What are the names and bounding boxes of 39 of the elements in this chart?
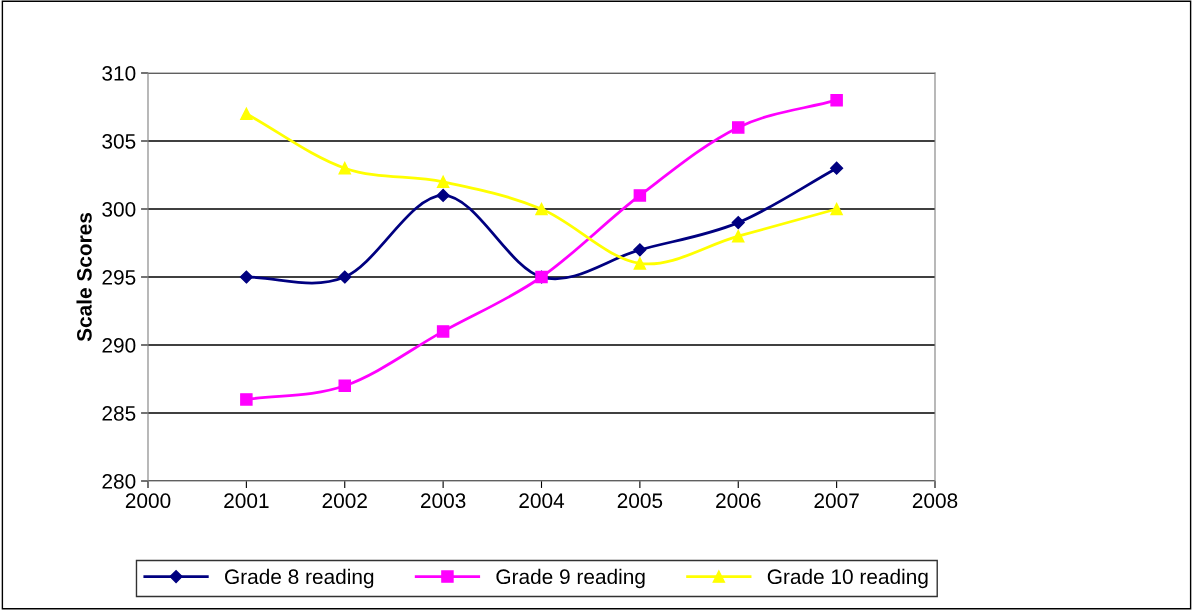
x-tick-label: 2004 [519,493,565,509]
point [338,161,352,175]
point [731,121,745,134]
y-tick-label: 285 [102,406,136,421]
point [731,229,745,243]
point [338,379,352,393]
point [240,107,253,121]
x-tick-label: 2003 [421,493,466,509]
x-tick-label: 2008 [912,493,958,509]
y-tick-label: 305 [102,134,136,149]
point [436,175,450,189]
y-tick-label: 290 [102,338,136,353]
x-tick-label: 2001 [224,493,269,509]
x-tick-label: 2005 [617,493,663,509]
x-tick-label: 2006 [716,493,761,509]
legend-label: Grade 10 reading [767,568,928,589]
point [633,257,647,270]
point [436,325,450,338]
y-tick-label: 310 [102,66,136,81]
point [731,216,745,230]
y-tick-label: 280 [102,474,136,489]
point [830,93,843,107]
point [830,202,843,216]
point [338,270,352,284]
x-tick-label: 2002 [322,493,367,509]
x-tick-label: 2000 [125,493,171,509]
point [633,243,647,257]
y-tick-label: 295 [102,270,136,285]
y-axis-title: Scale Scores [76,212,92,342]
point [633,189,647,202]
legend-label: Grade 9 reading [496,568,645,589]
point [535,202,548,216]
x-tick-label: 2007 [814,493,859,509]
point [239,270,253,284]
point [240,393,253,406]
y-tick-label: 300 [102,202,136,217]
point [436,188,450,202]
point [830,161,844,175]
legend-label: Grade 8 reading [225,568,374,589]
